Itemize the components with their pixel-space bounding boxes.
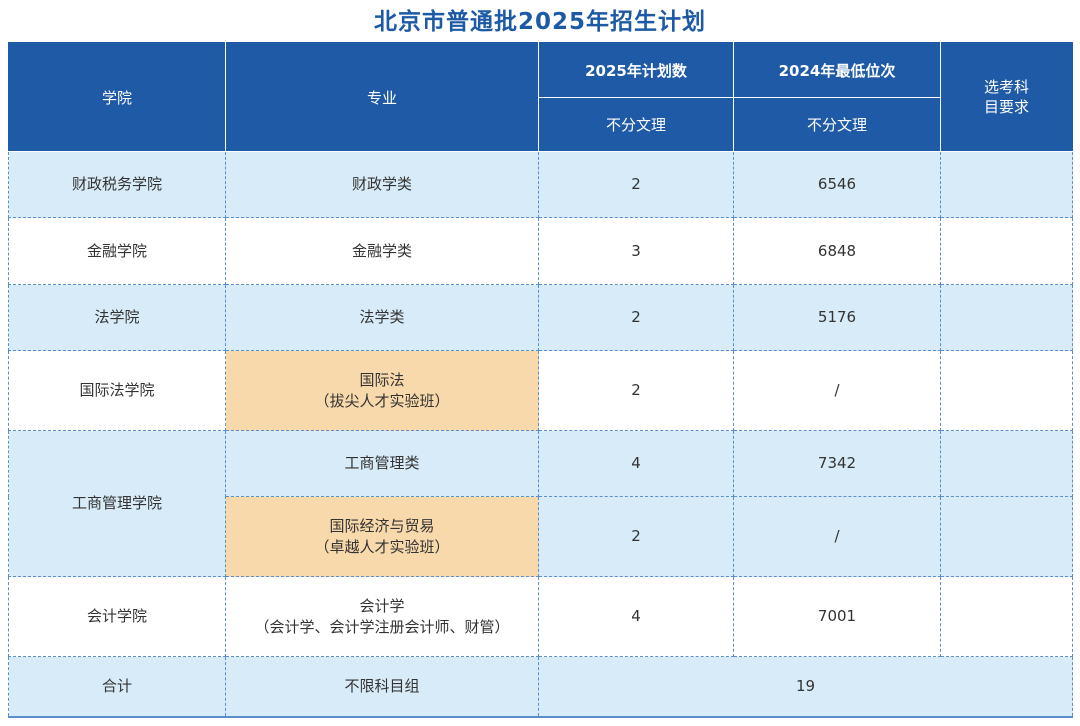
rank-cell: 6546 xyxy=(733,151,941,218)
table-row: 会计学院 会计学 （会计学、会计学注册会计师、财管） 4 7001 xyxy=(8,576,1073,657)
rank-cell: 6848 xyxy=(733,217,941,285)
major-name: 国际经济与贸易 xyxy=(329,516,435,535)
plan-cell: 4 xyxy=(538,430,734,497)
table-row: 金融学院 金融学类 3 6848 xyxy=(8,217,1073,285)
table-row: 国际法学院 国际法 （拔尖人才实验班） 2 / xyxy=(8,350,1073,431)
major-name: 会计学 xyxy=(359,596,405,615)
requirement-cell xyxy=(940,430,1073,497)
plan-cell: 2 xyxy=(538,151,734,218)
header-plan-sub: 不分文理 xyxy=(538,97,734,152)
college-cell: 工商管理学院 xyxy=(8,430,226,577)
major-note: （拔尖人才实验班） xyxy=(314,391,450,410)
header-min-rank-2024: 2024年最低位次 xyxy=(733,42,941,98)
enrollment-table: 学院 专业 2025年计划数 2024年最低位次 选考科 目要求 不分文理 不分… xyxy=(8,42,1073,718)
table-row: 国际经济与贸易 （卓越人才实验班） 2 / xyxy=(9,496,1073,577)
requirement-cell xyxy=(940,496,1073,577)
major-cell-highlighted: 国际经济与贸易 （卓越人才实验班） xyxy=(225,496,539,577)
plan-cell: 4 xyxy=(538,576,734,657)
rank-cell: / xyxy=(733,496,941,577)
requirement-cell xyxy=(940,284,1073,351)
total-row: 合计 不限科目组 19 xyxy=(8,656,1073,718)
plan-cell: 2 xyxy=(538,350,734,431)
college-cell: 财政税务学院 xyxy=(8,151,226,218)
rank-cell: 7001 xyxy=(733,576,941,657)
requirement-cell xyxy=(940,350,1073,431)
college-cell: 法学院 xyxy=(8,284,226,351)
major-note: （会计学、会计学注册会计师、财管） xyxy=(254,617,510,636)
major-note: （卓越人才实验班） xyxy=(314,537,450,556)
header-subject-requirement: 选考科 目要求 xyxy=(940,42,1073,152)
requirement-cell xyxy=(940,151,1073,218)
major-cell: 法学类 xyxy=(225,284,539,351)
header-rank-sub: 不分文理 xyxy=(733,97,941,152)
header-major: 专业 xyxy=(225,42,539,152)
header-plan-2025: 2025年计划数 xyxy=(538,42,734,98)
major-cell-highlighted: 国际法 （拔尖人才实验班） xyxy=(225,350,539,431)
major-cell: 工商管理类 xyxy=(225,430,539,497)
requirement-cell xyxy=(940,576,1073,657)
plan-cell: 2 xyxy=(538,284,734,351)
rank-cell: 7342 xyxy=(733,430,941,497)
table-row: 法学院 法学类 2 5176 xyxy=(8,284,1073,351)
requirement-cell xyxy=(940,217,1073,285)
rank-cell: 5176 xyxy=(733,284,941,351)
plan-cell: 3 xyxy=(538,217,734,285)
table-row: 财政税务学院 财政学类 2 6546 xyxy=(8,151,1073,218)
total-count: 19 xyxy=(538,656,1073,718)
college-cell: 国际法学院 xyxy=(8,350,226,431)
total-label: 合计 xyxy=(8,656,226,718)
table-row: 工商管理学院 工商管理类 4 7342 xyxy=(8,430,1073,577)
major-name: 国际法 xyxy=(359,370,405,389)
header-subject-requirement-line2: 目要求 xyxy=(983,98,1029,116)
major-cell: 金融学类 xyxy=(225,217,539,285)
header-subject-requirement-line1: 选考科 xyxy=(983,78,1029,96)
major-cell: 会计学 （会计学、会计学注册会计师、财管） xyxy=(225,576,539,657)
college-cell: 会计学院 xyxy=(8,576,226,657)
header-college: 学院 xyxy=(8,42,226,152)
college-cell: 金融学院 xyxy=(8,217,226,285)
major-cell: 财政学类 xyxy=(225,151,539,218)
page-title: 北京市普通批2025年招生计划 xyxy=(373,9,706,35)
plan-cell: 2 xyxy=(538,496,734,577)
rank-cell: / xyxy=(733,350,941,431)
total-subject: 不限科目组 xyxy=(225,656,539,718)
